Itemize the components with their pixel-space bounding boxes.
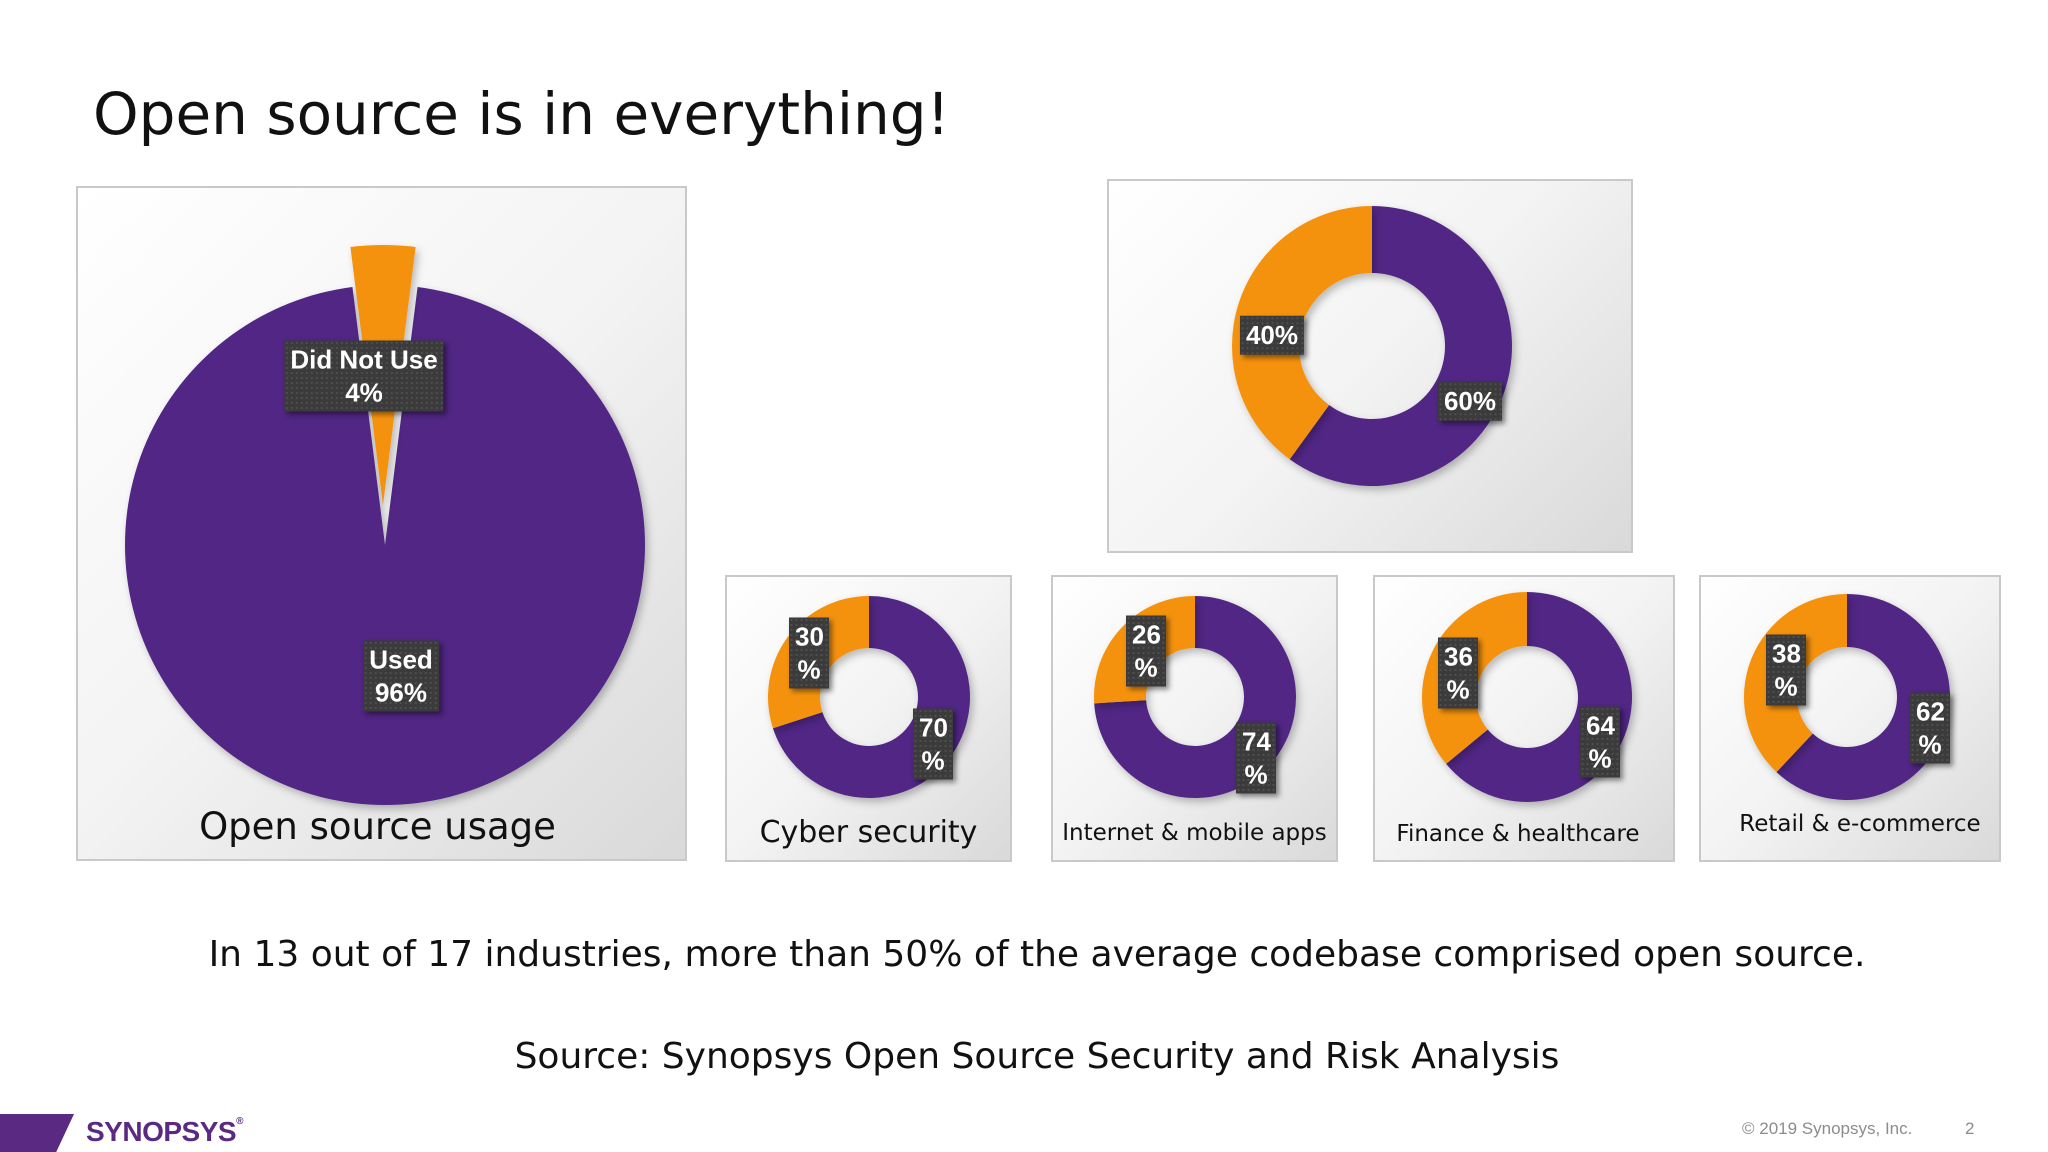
cyber-security-callout-purple: 70 % [913, 708, 953, 780]
logo-registered-mark: ® [236, 1116, 243, 1127]
internet-mobile-panel: 26 % 74 % Internet & mobile apps [1051, 575, 1338, 862]
open-source-usage-pie [124, 245, 645, 805]
copyright: © 2019 Synopsys, Inc. [1742, 1119, 1913, 1138]
synopsys-logo: SYNOPSYS® [86, 1116, 243, 1148]
did-not-use-label: Did Not Use [290, 344, 438, 375]
retail-ecommerce-pct-purple: 62 % [1916, 696, 1945, 760]
cyber-security-caption: Cyber security [759, 815, 978, 850]
retail-ecommerce-callout-purple: 62 % [1910, 692, 1950, 764]
internet-mobile-pct-purple: 74 % [1242, 726, 1271, 790]
retail-ecommerce-donut-purple-segment [1776, 594, 1950, 800]
used-callout: Used 96% [363, 640, 439, 712]
cyber-security-panel: 30 % 70 % Cyber security [725, 575, 1012, 862]
internet-mobile-callout-purple: 74 % [1236, 722, 1276, 794]
page-number: 2 [1965, 1119, 1975, 1138]
internet-mobile-pct-orange: 26 % [1132, 619, 1161, 683]
logo-bar [0, 1114, 74, 1152]
industries-statement: In 13 out of 17 industries, more than 50… [208, 934, 1866, 975]
top-donut-pct-purple: 60% [1443, 385, 1497, 416]
used-slice [124, 287, 645, 805]
retail-ecommerce-callout-orange: 38 % [1766, 634, 1806, 706]
top-donut-pct-orange: 40% [1245, 319, 1299, 350]
finance-healthcare-callout-orange: 36 % [1438, 637, 1478, 709]
retail-ecommerce-caption: Retail & e-commerce [1739, 811, 1981, 837]
internet-mobile-caption: Internet & mobile apps [1062, 820, 1327, 846]
slide-title: Open source is in everything! [93, 80, 950, 148]
open-source-usage-panel: Did Not Use 4% Used 96% Open source usag… [76, 186, 687, 861]
retail-ecommerce-panel: 38 % 62 % Retail & e-commerce [1699, 575, 2001, 862]
top-donut-callout-purple: 60% [1437, 381, 1503, 421]
used-pct: 96% [374, 677, 428, 707]
top-donut-panel: 60% 40% [1107, 179, 1633, 553]
open-source-usage-caption: Open source usage [199, 805, 556, 848]
logo-wordmark: SYNOPSYS [86, 1116, 237, 1147]
retail-ecommerce-pct-orange: 38 % [1772, 638, 1801, 702]
finance-healthcare-callout-purple: 64 % [1580, 706, 1620, 778]
top-donut-callout-orange: 40% [1239, 315, 1305, 355]
cyber-security-pct-purple: 70 % [919, 712, 948, 776]
finance-healthcare-pct-purple: 64 % [1586, 710, 1615, 774]
cyber-security-callout-orange: 30 % [789, 617, 829, 689]
cyber-security-pct-orange: 30 % [795, 621, 824, 685]
did-not-use-pct: 4% [345, 377, 383, 407]
top-donut-orange-segment [1232, 206, 1372, 460]
top-donut [1232, 206, 1512, 486]
source-note: Source: Synopsys Open Source Security an… [514, 1036, 1560, 1077]
finance-healthcare-caption: Finance & healthcare [1396, 821, 1640, 847]
used-label: Used [369, 644, 433, 675]
finance-healthcare-pct-orange: 36 % [1444, 641, 1473, 705]
did-not-use-callout: Did Not Use 4% [284, 340, 444, 412]
internet-mobile-callout-orange: 26 % [1126, 615, 1166, 687]
finance-healthcare-panel: 36 % 64 % Finance & healthcare [1373, 575, 1675, 862]
